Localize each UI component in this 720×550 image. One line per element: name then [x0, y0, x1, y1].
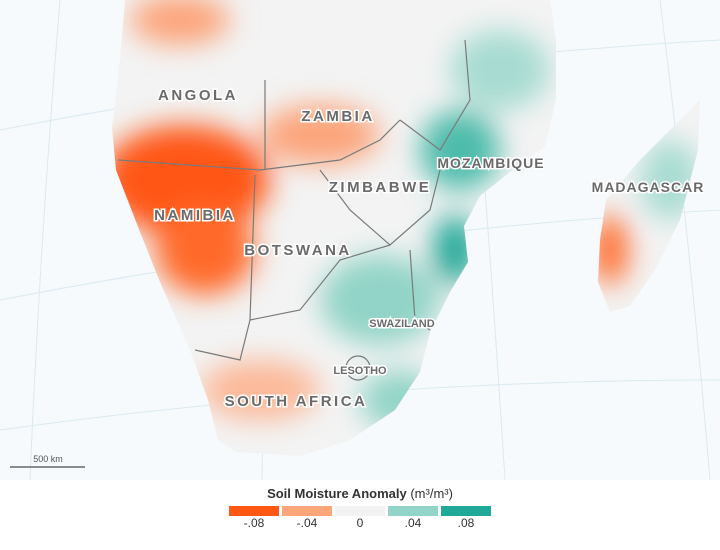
country-label: ZIMBABWE — [329, 179, 432, 196]
legend-label: -.04 — [297, 516, 318, 530]
legend-units: (m³/m³) — [410, 486, 453, 501]
legend-label: -.08 — [244, 516, 265, 530]
country-label: NAMIBIA — [154, 207, 236, 224]
legend-swatch — [441, 506, 491, 516]
country-label: SWAZILAND — [369, 318, 434, 330]
country-label: MADAGASCAR — [592, 179, 705, 195]
legend-swatch — [388, 506, 438, 516]
labels: ANGOLA ZAMBIA MOZAMBIQUE MADAGASCAR ZIMBABWE… — [153, 86, 705, 412]
legend: -.08 -.04 0 .04 .08 — [229, 506, 491, 530]
country-label: SOUTH AFRICA — [225, 393, 368, 410]
country-label: ANGOLA — [158, 87, 238, 104]
scale-label: 500 km — [33, 454, 63, 464]
legend-title: Soil Moisture Anomaly (m³/m³) — [267, 486, 453, 501]
legend-swatch — [229, 506, 279, 516]
legend-label: .08 — [458, 516, 475, 530]
country-label: BOTSWANA — [244, 242, 352, 259]
legend-title-text: Soil Moisture Anomaly — [267, 486, 407, 501]
borders — [117, 39, 471, 381]
country-label: ZAMBIA — [301, 108, 374, 125]
legend-label: .04 — [405, 516, 422, 530]
country-label: MOZAMBIQUE — [437, 155, 544, 171]
country-label: LESOTHO — [333, 365, 387, 377]
legend-label: 0 — [357, 516, 364, 530]
legend-swatch — [282, 506, 332, 516]
legend-swatch — [335, 506, 385, 516]
